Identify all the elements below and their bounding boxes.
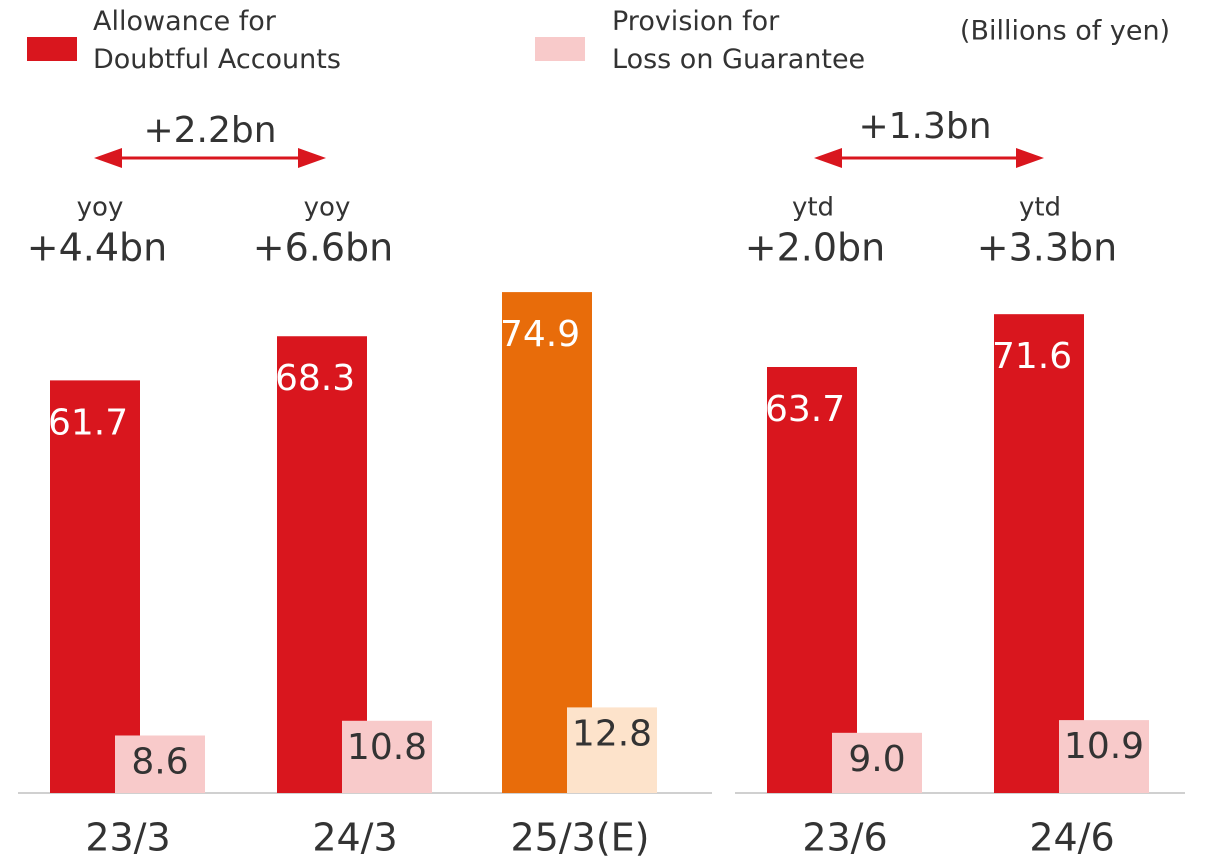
annotation: ytd (792, 193, 834, 223)
value-label: 74.9 (500, 314, 580, 355)
bar (1059, 720, 1149, 793)
annotation: ytd (1019, 193, 1061, 223)
bar (50, 380, 140, 793)
x-tick-label: 23/3 (85, 816, 170, 860)
x-tick-label: 23/6 (802, 816, 887, 860)
bar (832, 732, 922, 793)
value-label: 71.6 (992, 336, 1072, 377)
value-label: 8.6 (131, 741, 188, 782)
bar (767, 367, 857, 793)
right-arrow (814, 148, 1044, 168)
legend-swatch (27, 37, 77, 61)
x-tick-label: 24/6 (1029, 816, 1114, 860)
x-tick-label: 25/3(E) (511, 816, 650, 860)
value-label: 9.0 (848, 739, 905, 780)
bar (994, 314, 1084, 793)
value-label: 10.8 (347, 727, 427, 768)
x-tick-label: 24/3 (312, 816, 397, 860)
bar (342, 720, 432, 793)
unit-label: (Billions of yen) (960, 16, 1170, 47)
annotation: yoy (77, 193, 124, 223)
annotation: +6.6bn (253, 226, 393, 270)
value-label: 61.7 (48, 402, 128, 443)
value-label: 63.7 (765, 389, 845, 430)
bar (115, 735, 205, 793)
legend-label: Provision for Loss on Guarantee (612, 6, 866, 75)
annotation: +3.3bn (977, 226, 1117, 270)
legend-label: Allowance for Doubtful Accounts (93, 6, 341, 75)
annotation: +1.3bn (858, 106, 991, 147)
value-label: 12.8 (572, 713, 652, 754)
annotation: +2.0bn (745, 226, 885, 270)
left-arrow (94, 148, 326, 168)
value-label: 68.3 (275, 358, 355, 399)
bar (277, 336, 367, 793)
value-label: 10.9 (1064, 726, 1144, 767)
annotation: +4.4bn (27, 226, 167, 270)
annotation: +2.2bn (143, 110, 276, 151)
annotation: yoy (304, 193, 351, 223)
legend-swatch (535, 37, 585, 61)
bar (567, 707, 657, 793)
